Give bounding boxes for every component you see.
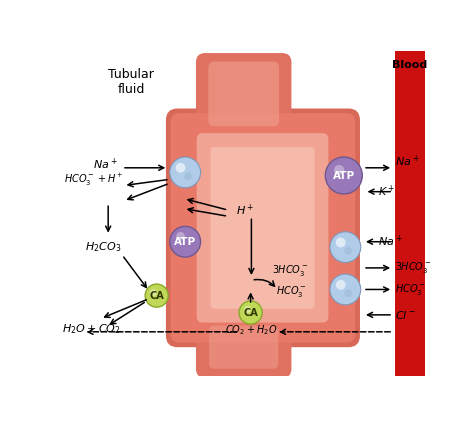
- Circle shape: [244, 306, 251, 313]
- Text: Tubular
fluid: Tubular fluid: [109, 68, 154, 96]
- Text: $Na^+$: $Na^+$: [93, 157, 118, 172]
- Text: ATP: ATP: [333, 170, 355, 181]
- FancyBboxPatch shape: [208, 61, 279, 126]
- FancyBboxPatch shape: [196, 53, 292, 137]
- Text: $HCO_3^- + H^+$: $HCO_3^- + H^+$: [64, 172, 124, 188]
- Text: ATP: ATP: [174, 237, 196, 247]
- Text: $CO_2 + H_2O$: $CO_2 + H_2O$: [225, 323, 278, 337]
- FancyBboxPatch shape: [196, 317, 292, 378]
- Text: $Na^+$: $Na^+$: [395, 153, 420, 168]
- FancyBboxPatch shape: [166, 109, 360, 347]
- FancyBboxPatch shape: [209, 326, 278, 369]
- Circle shape: [345, 247, 352, 255]
- Text: $Na^+$: $Na^+$: [378, 234, 402, 250]
- Circle shape: [330, 232, 361, 263]
- Circle shape: [336, 280, 346, 290]
- Circle shape: [145, 284, 168, 307]
- FancyBboxPatch shape: [171, 113, 356, 343]
- Circle shape: [150, 289, 157, 296]
- Circle shape: [330, 274, 361, 305]
- Circle shape: [170, 157, 201, 188]
- Circle shape: [325, 157, 362, 194]
- Text: $3HCO_3^-$: $3HCO_3^-$: [272, 264, 309, 278]
- Text: $3HCO_3^-$: $3HCO_3^-$: [395, 261, 432, 275]
- Text: $HCO_3^-$: $HCO_3^-$: [276, 283, 307, 299]
- Text: $H_2O + CO_2$: $H_2O + CO_2$: [62, 323, 121, 336]
- Text: Blood: Blood: [392, 60, 428, 70]
- Circle shape: [176, 163, 185, 173]
- Circle shape: [176, 232, 185, 241]
- Circle shape: [336, 238, 346, 247]
- Circle shape: [170, 226, 201, 257]
- Text: $H_2CO_3$: $H_2CO_3$: [85, 240, 121, 254]
- FancyBboxPatch shape: [210, 147, 315, 309]
- Text: $H^+$: $H^+$: [236, 203, 254, 218]
- FancyBboxPatch shape: [197, 133, 328, 323]
- Circle shape: [239, 301, 262, 324]
- Circle shape: [184, 173, 192, 180]
- Text: CA: CA: [243, 308, 258, 318]
- Bar: [395, 51, 425, 376]
- Text: CA: CA: [149, 291, 164, 301]
- Text: $Cl^-$: $Cl^-$: [395, 309, 416, 321]
- Text: $HCO_3^-$: $HCO_3^-$: [395, 282, 426, 297]
- Text: $K^+$: $K^+$: [378, 184, 395, 199]
- Circle shape: [345, 289, 352, 297]
- Circle shape: [334, 165, 344, 175]
